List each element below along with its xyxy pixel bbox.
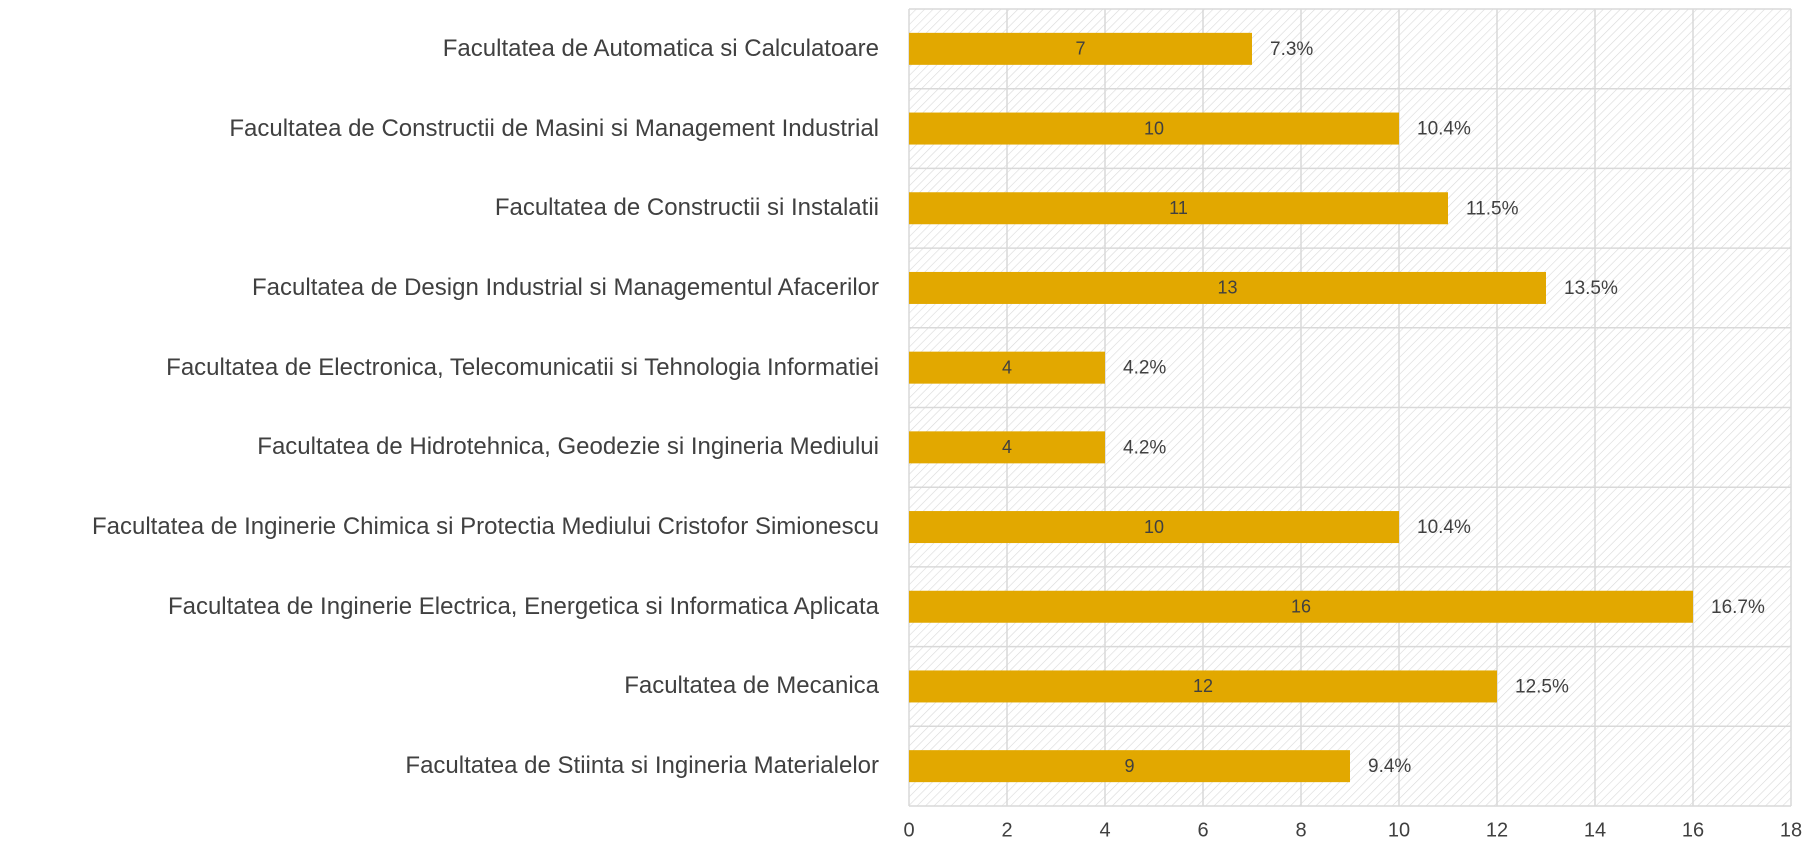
category-label-box: Facultatea de Inginerie Electrica, Energ… [168,567,879,647]
category-label-box: Facultatea de Constructii si Instalatii [495,168,879,248]
bar-value-label: 16 [1291,597,1311,617]
percent-label: 11.5% [1466,198,1519,219]
bar-value-label: 7 [1075,39,1085,59]
bar [909,271,1546,304]
category-label: Facultatea de Inginerie Electrica, Energ… [167,592,879,620]
percent-label: 16.7% [1711,597,1765,618]
bar [909,431,1105,464]
x-tick-label: 18 [1780,819,1802,841]
bar-value-label: 13 [1217,278,1237,298]
x-tick-label: 8 [1295,819,1306,841]
category-label-box: Facultatea de Electronica, Telecomunicat… [166,328,879,408]
bar-value-label: 9 [1124,756,1134,776]
x-tick-label: 16 [1682,819,1704,841]
bar [909,590,1693,623]
bar [909,192,1448,225]
percent-label: 12.5% [1515,676,1569,697]
category-label-box: Facultatea de Mecanica [624,647,879,727]
category-label: Facultatea de Design Industrial si Manag… [252,273,879,301]
category-label-box: Facultatea de Constructii de Masini si M… [229,89,879,169]
percent-label: 10.4% [1417,119,1471,140]
bar [909,351,1105,384]
x-tick-label: 2 [1001,819,1012,841]
percent-label: 7.3% [1270,39,1313,60]
bar [909,511,1399,544]
bar-value-label: 4 [1002,437,1012,457]
category-label-box: Facultatea de Inginerie Chimica si Prote… [92,487,879,567]
percent-label: 4.2% [1123,358,1166,379]
percent-label: 4.2% [1123,437,1166,458]
category-label: Facultatea de Automatica si Calculatoare [442,34,879,62]
bar [909,750,1350,783]
category-label-box: Facultatea de Design Industrial si Manag… [252,248,879,328]
bar-value-label: 11 [1169,198,1188,218]
category-label: Facultatea de Hidrotehnica, Geodezie si … [257,433,879,461]
category-label: Facultatea de Mecanica [624,672,879,700]
category-label-box: Facultatea de Stiinta si Ingineria Mater… [405,726,879,806]
bar [909,112,1399,145]
percent-label: 13.5% [1564,278,1618,299]
percent-label: 9.4% [1368,756,1411,777]
bar-value-label: 4 [1002,357,1012,377]
x-tick-label: 10 [1388,819,1410,841]
bar-value-label: 12 [1193,676,1213,696]
category-label: Facultatea de Constructii de Masini si M… [229,114,879,142]
x-tick-label: 0 [903,819,914,841]
x-tick-label: 14 [1584,819,1606,841]
category-label: Facultatea de Inginerie Chimica si Prote… [91,513,879,541]
category-label: Facultatea de Stiinta si Ingineria Mater… [405,752,879,780]
x-tick-label: 12 [1486,819,1508,841]
bar [909,32,1252,65]
percent-label: 10.4% [1417,517,1471,538]
x-tick-label: 6 [1197,819,1208,841]
bar-value-label: 10 [1144,118,1164,138]
bar [909,670,1497,703]
category-label-box: Facultatea de Hidrotehnica, Geodezie si … [257,408,879,488]
category-label: Facultatea de Electronica, Telecomunicat… [166,353,879,381]
category-label-box: Facultatea de Automatica si Calculatoare [443,9,879,89]
category-label: Facultatea de Constructii si Instalatii [494,194,879,222]
bar-value-label: 10 [1144,517,1164,537]
x-tick-label: 4 [1099,819,1110,841]
